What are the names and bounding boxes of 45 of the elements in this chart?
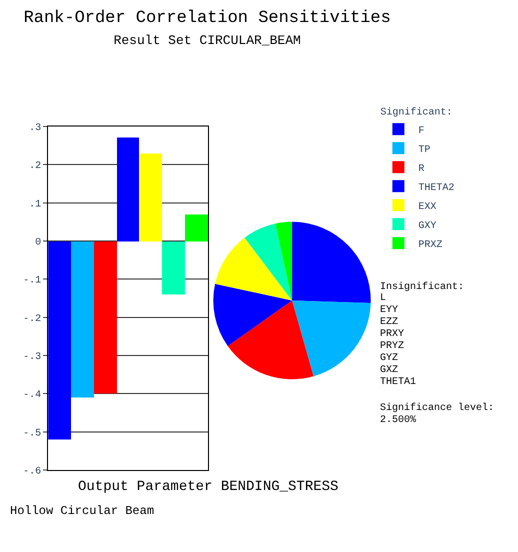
y-tick-label: .1 [29,199,42,210]
chart-title: Rank-Order Correlation Sensitivities [24,9,391,28]
pie-slice [244,224,292,301]
legend-label: EXX [418,202,436,214]
bar [94,242,118,394]
legend-label: TP [418,145,430,156]
pie-slice [228,300,314,380]
bar [48,242,72,440]
text: 2.500% [380,415,416,426]
legend-title: Significant: [380,106,452,119]
text: Output Parameter BENDING_STRESS [78,479,338,495]
y-tick-label: -.3 [23,352,42,364]
pie-slice [215,238,292,301]
bar [117,138,140,242]
legend-label: R [418,164,424,176]
text: Hollow Circular Beam [10,504,154,518]
legend-label: THETA2 [418,183,454,194]
y-tick-label: -.1 [23,276,42,287]
chart-subtitle: Result Set CIRCULAR_BEAM [114,33,301,48]
text: Insignificant: [380,281,464,293]
legend-label: F [418,126,424,138]
pie-slice [275,222,292,301]
y-tick-label: 0 [35,238,42,249]
y-tick-label: -.6 [23,466,42,478]
bar [185,214,208,242]
text: THETA1 [380,377,416,388]
legend-label: PRXZ [418,240,442,252]
y-tick-label: -.4 [23,390,42,402]
text: PRYZ [380,341,404,352]
y-tick-label: -.2 [23,314,42,325]
text: EZZ [380,317,398,328]
text: GXZ [380,365,398,376]
text: EYY [380,305,398,316]
legend-label: GXY [418,221,436,232]
text: PRXY [380,329,404,340]
bar [139,154,162,242]
bar [162,242,186,294]
y-tick-label: -.5 [23,428,42,440]
y-tick-label: .3 [29,123,42,134]
y-tick-label: .2 [29,161,42,172]
text: GYZ [380,353,398,364]
text: L [380,293,386,304]
bar [71,242,94,398]
text: Significance level: [380,402,494,414]
pie-slice [292,300,371,376]
